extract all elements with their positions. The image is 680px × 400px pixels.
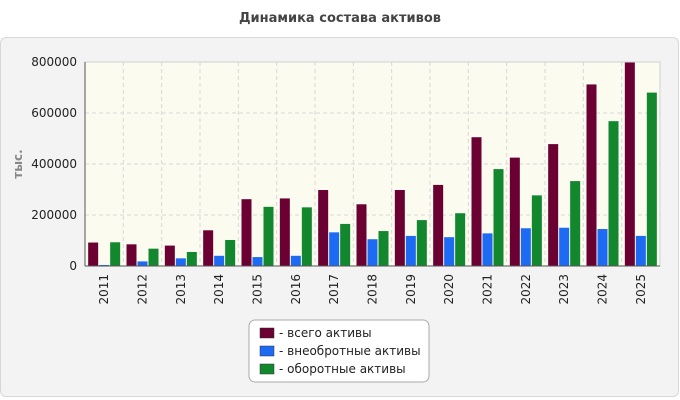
x-tick-label: 2013 [174, 274, 188, 305]
bar-2 [137, 261, 148, 266]
bar-2 [214, 255, 225, 266]
bar-2 [175, 258, 186, 266]
bar-1 [356, 204, 367, 266]
bar-1 [394, 190, 405, 266]
bar-1 [126, 244, 137, 266]
bar-2 [520, 228, 531, 266]
legend-swatch [259, 363, 275, 375]
bar-1 [241, 199, 252, 266]
y-tick-label: 400000 [31, 157, 77, 171]
y-tick-label: 800000 [31, 55, 77, 69]
bar-1 [318, 190, 329, 266]
bar-1 [548, 144, 559, 266]
bar-2 [99, 264, 110, 266]
bar-3 [608, 121, 619, 266]
bar-3 [570, 181, 581, 266]
bar-1 [279, 198, 290, 266]
bar-2 [482, 233, 493, 266]
bar-3 [340, 223, 351, 266]
legend-label: - оборотные активы [279, 362, 406, 376]
bar-2 [559, 227, 570, 266]
bar-1 [88, 242, 99, 266]
x-tick-label: 2019 [404, 274, 418, 305]
y-tick-label: 600000 [31, 106, 77, 120]
x-tick-label: 2021 [481, 274, 495, 305]
bar-2 [405, 235, 416, 266]
bar-3 [263, 206, 274, 266]
bar-1 [164, 245, 175, 266]
x-tick-label: 2012 [136, 274, 150, 305]
bar-1 [586, 84, 597, 266]
bar-3 [493, 169, 504, 266]
legend-box [248, 319, 430, 383]
bar-1 [624, 62, 635, 267]
x-tick-label: 2023 [557, 274, 571, 305]
x-tick-label: 2011 [97, 274, 111, 305]
x-tick-label: 2024 [596, 274, 610, 305]
x-tick-label: 2022 [519, 274, 533, 305]
x-tick-label: 2018 [366, 274, 380, 305]
bar-2 [444, 237, 455, 266]
y-tick-label: 0 [69, 259, 77, 273]
bar-3 [646, 92, 657, 266]
y-axis-label: тыс. [11, 149, 25, 178]
bar-1 [471, 137, 482, 266]
bar-1 [509, 157, 520, 266]
x-tick-label: 2015 [251, 274, 265, 305]
x-tick-label: 2016 [289, 274, 303, 305]
bar-2 [597, 229, 608, 266]
bar-2 [367, 239, 378, 266]
bar-3 [186, 251, 197, 266]
bar-3 [110, 242, 121, 266]
bar-2 [252, 257, 263, 266]
legend-swatch [259, 327, 275, 339]
x-tick-label: 2014 [212, 274, 226, 305]
legend-label: - внеобротные активы [279, 344, 421, 358]
chart-title: Динамика состава активов [238, 11, 442, 26]
x-tick-label: 2025 [634, 274, 648, 305]
bar-3 [455, 213, 466, 266]
y-tick-label: 200000 [31, 208, 77, 222]
x-tick-label: 2020 [442, 274, 456, 305]
bar-3 [378, 231, 389, 266]
bar-2 [329, 232, 340, 266]
bar-2 [635, 235, 646, 266]
bar-3 [301, 207, 312, 266]
bar-2 [290, 255, 301, 266]
bar-3 [225, 239, 236, 266]
bar-1 [203, 230, 214, 266]
legend-swatch [259, 345, 275, 357]
bar-1 [433, 184, 444, 266]
x-tick-label: 2017 [327, 274, 341, 305]
bar-3 [416, 220, 427, 266]
bar-3 [531, 195, 542, 266]
bar-3 [148, 248, 159, 266]
legend-label: - всего активы [279, 326, 372, 340]
